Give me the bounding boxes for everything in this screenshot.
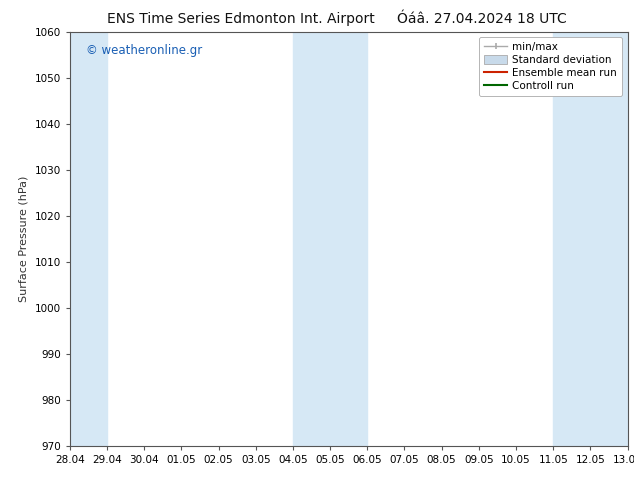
Bar [293,32,367,446]
Y-axis label: Surface Pressure (hPa): Surface Pressure (hPa) [19,176,29,302]
Text: ENS Time Series Edmonton Int. Airport: ENS Time Series Edmonton Int. Airport [107,12,375,26]
Bar [553,32,628,446]
Text: Óáâ. 27.04.2024 18 UTC: Óáâ. 27.04.2024 18 UTC [397,12,567,26]
Bar [70,32,107,446]
Legend: min/max, Standard deviation, Ensemble mean run, Controll run: min/max, Standard deviation, Ensemble me… [479,37,623,96]
Text: © weatheronline.gr: © weatheronline.gr [86,44,203,57]
